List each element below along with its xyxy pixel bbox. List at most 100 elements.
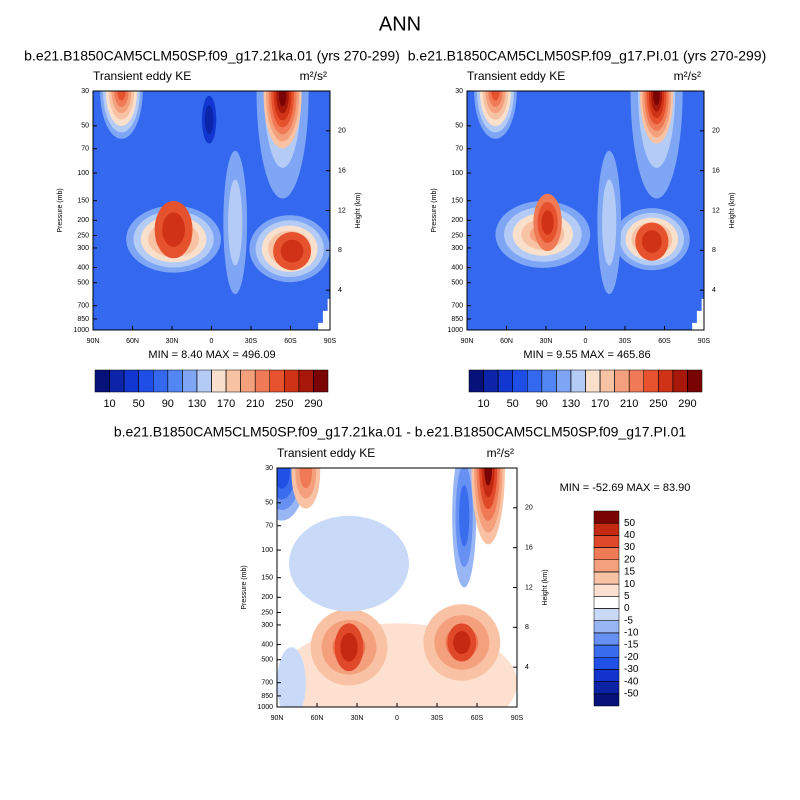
y-tick-label: 300 — [261, 622, 273, 629]
colorbar-box — [672, 369, 688, 393]
colorbar-box — [483, 369, 499, 393]
y2-tick-label: 12 — [525, 584, 533, 591]
colorbar-box — [497, 369, 513, 393]
contour-band — [228, 179, 243, 266]
y-tick-label: 400 — [77, 264, 89, 271]
colorbar-box — [593, 693, 620, 707]
y-tick-label: 500 — [261, 657, 273, 664]
colorbar-label: 30 — [624, 542, 636, 553]
contour-band — [602, 179, 617, 266]
x-tick-label: 90N — [461, 338, 474, 345]
y-tick-label: 150 — [261, 575, 273, 582]
colorbar-label: 210 — [620, 398, 638, 410]
y-tick-label: 500 — [77, 280, 89, 287]
y-tick-label: 300 — [451, 245, 463, 252]
y2-tick-label: 16 — [338, 168, 346, 175]
subtitle: Transient eddy KE — [467, 69, 565, 83]
y-tick-label: 70 — [81, 146, 89, 153]
y-axis-label: Pressure (mb) — [241, 565, 248, 609]
x-tick-label: 90N — [87, 338, 100, 345]
stats: MIN = 8.40 MAX = 496.09 — [148, 349, 275, 361]
colorbar-box — [593, 596, 620, 609]
colorbar-label: 50 — [624, 518, 636, 529]
contour-band — [491, 91, 500, 101]
colorbar-label: 170 — [217, 398, 235, 410]
y-tick-label: 70 — [265, 523, 273, 530]
contour-field — [467, 91, 704, 330]
colorbar-box — [284, 369, 300, 393]
y2-tick-label: 4 — [525, 664, 529, 671]
y-tick-label: 700 — [261, 680, 273, 687]
colorbar-box — [313, 369, 329, 393]
x-tick-label: 90N — [271, 715, 284, 722]
y2-tick-label: 20 — [525, 505, 533, 512]
colorbar-label: 20 — [624, 554, 636, 565]
colorbar-box — [225, 369, 241, 393]
contour-band — [277, 647, 306, 707]
colorbar-label: 90 — [536, 398, 548, 410]
colorbar-box — [94, 369, 110, 393]
colorbar-box — [196, 369, 212, 393]
y-tick-label: 30 — [265, 465, 273, 472]
colorbar-box — [593, 681, 620, 695]
colorbar-box — [527, 369, 543, 393]
colorbar-box — [658, 369, 674, 393]
x-tick-label: 0 — [210, 338, 214, 345]
colorbar-box — [556, 369, 572, 393]
units: m²/s² — [300, 69, 327, 83]
contour-band — [453, 630, 471, 654]
colorbar-label: 40 — [624, 530, 636, 541]
y-tick-label: 250 — [261, 609, 273, 616]
colorbar-box — [269, 369, 285, 393]
x-tick-label: 60N — [126, 338, 139, 345]
subtitle: Transient eddy KE — [93, 69, 191, 83]
y-tick-label: 150 — [451, 198, 463, 205]
x-tick-label: 90S — [698, 338, 711, 345]
colorbar-label: -20 — [624, 652, 639, 663]
y2-tick-label: 12 — [338, 207, 346, 214]
x-tick-label: 60S — [284, 338, 297, 345]
colorbar-label: 250 — [275, 398, 293, 410]
colorbar-box — [585, 369, 601, 393]
contour-band — [162, 212, 185, 247]
topography — [318, 298, 330, 330]
colorbar-box — [687, 369, 703, 393]
colorbar-label: 210 — [246, 398, 264, 410]
x-tick-label: 90S — [324, 338, 337, 345]
colorbar-label: 170 — [591, 398, 609, 410]
y-tick-label: 300 — [77, 245, 89, 252]
colorbar-label: 50 — [133, 398, 145, 410]
y-tick-label: 700 — [77, 303, 89, 310]
colorbar-box — [167, 369, 183, 393]
colorbar-box — [138, 369, 154, 393]
y-tick-label: 50 — [455, 123, 463, 130]
stats: MIN = 9.55 MAX = 465.86 — [523, 349, 650, 361]
y2-tick-label: 4 — [338, 287, 342, 294]
contour-band — [277, 468, 290, 489]
colorbar-box — [298, 369, 314, 393]
colorbar-box — [593, 583, 620, 597]
contour-band — [299, 468, 312, 489]
y2-tick-label: 12 — [712, 207, 720, 214]
y2-tick-label: 16 — [712, 168, 720, 175]
colorbar-box — [593, 608, 620, 621]
y-axis-label: Pressure (mb) — [57, 188, 64, 232]
colorbar-label: 130 — [188, 398, 206, 410]
colorbar-label: -15 — [624, 640, 639, 651]
x-tick-label: 60N — [311, 715, 324, 722]
y-tick-label: 1000 — [73, 327, 89, 334]
x-tick-label: 60S — [658, 338, 671, 345]
x-tick-label: 90S — [511, 715, 524, 722]
y-tick-label: 200 — [261, 594, 273, 601]
colorbar-box — [211, 369, 227, 393]
contour-band — [289, 515, 409, 612]
contour-band — [340, 632, 358, 662]
units: m²/s² — [674, 69, 701, 83]
y2-tick-label: 16 — [525, 545, 533, 552]
x-tick-label: 30N — [540, 338, 553, 345]
colorbar-box — [254, 369, 270, 393]
colorbar-box — [599, 369, 615, 393]
contour-field — [93, 91, 330, 330]
colorbar-label: 10 — [103, 398, 115, 410]
colorbar-label: 250 — [649, 398, 667, 410]
